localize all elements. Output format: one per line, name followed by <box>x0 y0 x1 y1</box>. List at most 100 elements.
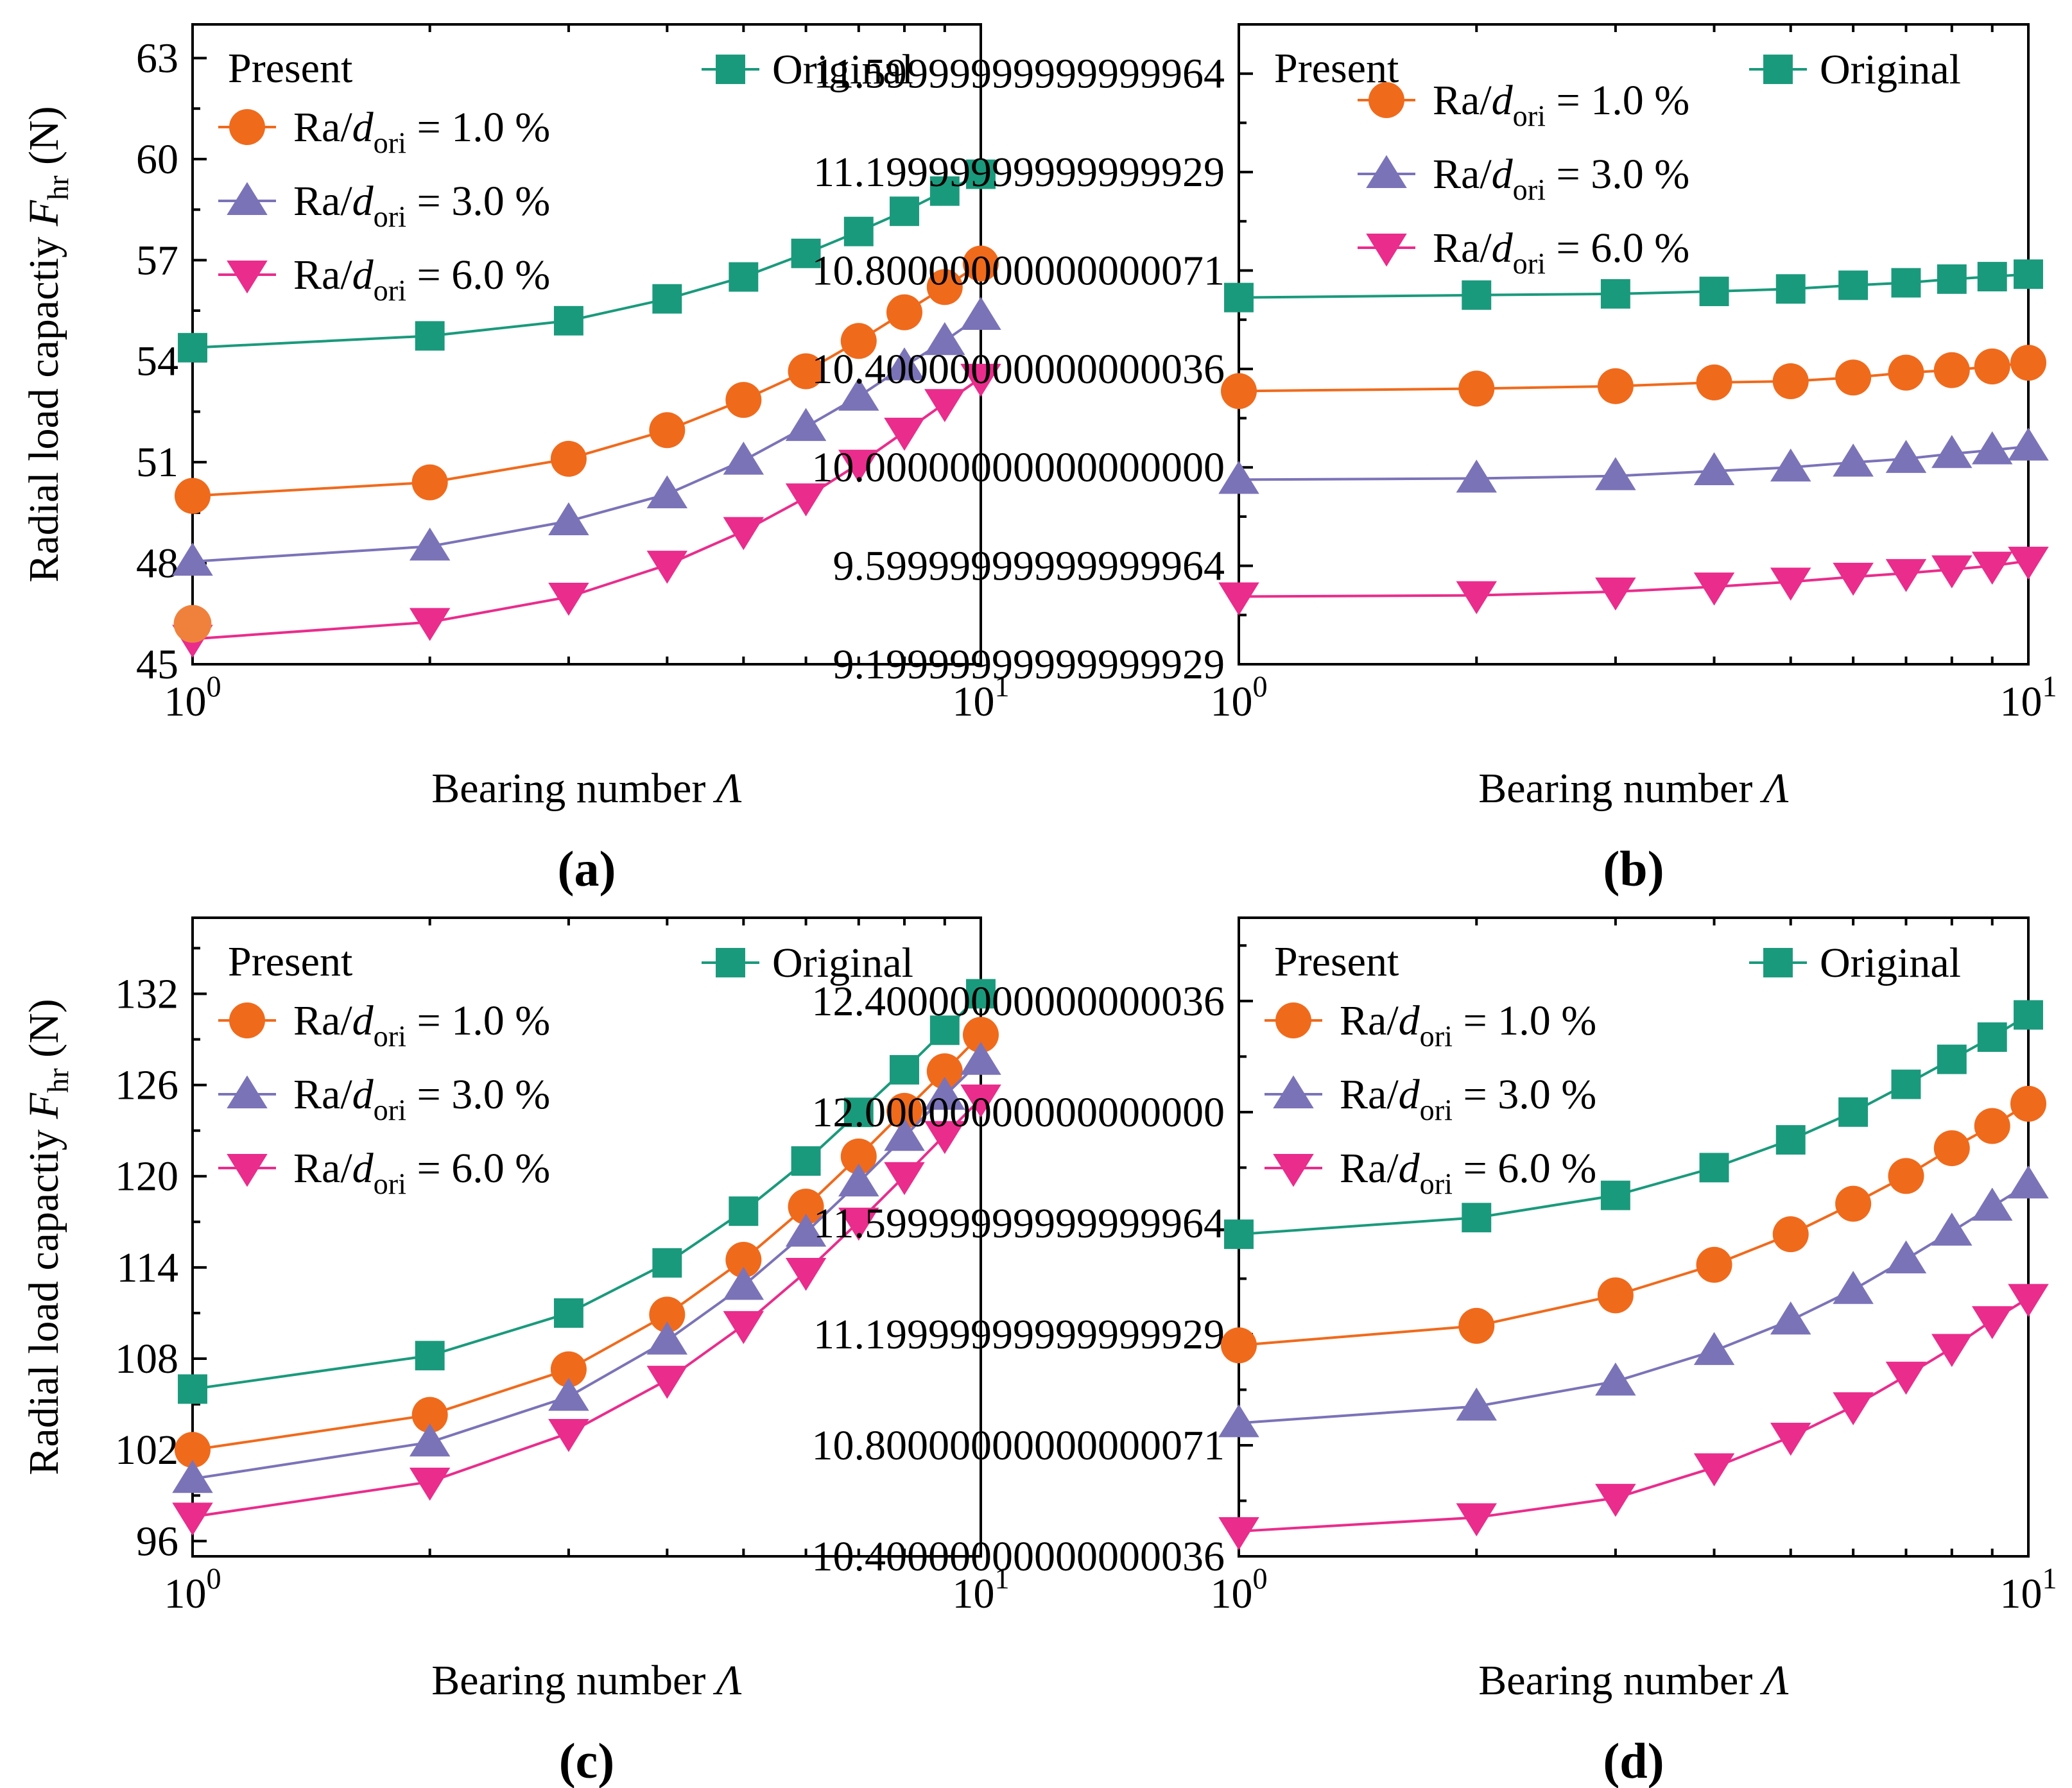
series-3 <box>1218 546 2049 615</box>
y-tick-label: 132 <box>115 970 178 1017</box>
x-axis-label: Bearing number Λ <box>431 1657 742 1704</box>
data-point <box>649 412 686 449</box>
legend-marker <box>227 260 268 294</box>
data-point <box>1595 1484 1636 1517</box>
legend-marker <box>227 182 268 216</box>
data-point <box>791 1146 821 1176</box>
y-tick-label: 96 <box>136 1518 178 1565</box>
data-point <box>723 442 764 475</box>
annotation-point <box>173 605 212 643</box>
legend-d: d <box>352 1071 374 1118</box>
y-tick-label: 11.59999999999999964 <box>813 1200 1225 1247</box>
legend-sub: ori <box>374 1167 406 1200</box>
data-point <box>411 464 448 501</box>
data-point <box>646 551 688 584</box>
x-tick-label: 101 <box>1999 670 2057 725</box>
data-point <box>411 1397 448 1433</box>
y-tick-label: 57 <box>136 237 178 284</box>
data-point <box>886 1092 922 1129</box>
panel-d: 100 10110.4000000000000003610.80000000000… <box>812 916 2057 1788</box>
y-tick-label: 11.19999999999999929 <box>813 149 1225 196</box>
legend-entry: Ra/dori = 1.0 % <box>1340 997 1596 1053</box>
data-point <box>1833 1271 1874 1304</box>
legend-ra: Ra/ <box>293 1145 352 1192</box>
data-point <box>1696 1246 1732 1283</box>
data-point <box>1693 452 1735 486</box>
data-point <box>1833 1392 1874 1425</box>
data-point <box>548 1377 589 1411</box>
data-point <box>1971 1306 2013 1339</box>
x-tick-label: 100 <box>164 1562 221 1617</box>
y-tick-label: 108 <box>115 1336 178 1382</box>
data-point <box>548 502 589 536</box>
legend-d: d <box>352 997 374 1044</box>
data-point <box>172 542 213 576</box>
panel-label: (b) <box>1603 841 1664 897</box>
legend-sub: ori <box>1420 1167 1453 1200</box>
y-axis-label-sub: hr <box>42 1069 74 1093</box>
data-point <box>1224 1219 1254 1250</box>
y-tick-label: 10.00000000000000000 <box>812 444 1225 491</box>
legend-d: d <box>1492 77 1514 124</box>
legend-value: = 6.0 % <box>1453 1145 1596 1192</box>
y-tick-label: 114 <box>116 1244 178 1291</box>
data-point <box>1775 1125 1806 1155</box>
y-tick-label: 12.00000000000000000 <box>812 1089 1225 1136</box>
legend-value: = 3.0 % <box>406 178 550 225</box>
legend-ra: Ra/ <box>1340 997 1399 1044</box>
data-point <box>1974 1108 2010 1144</box>
legend-ra: Ra/ <box>1433 77 1492 124</box>
legend-sub: ori <box>1420 1020 1453 1053</box>
legend-present: Present <box>228 45 352 92</box>
legend-entry: Ra/dori = 3.0 % <box>1433 151 1689 206</box>
data-point <box>1835 359 1872 396</box>
data-point <box>838 449 879 483</box>
data-point <box>1218 1404 1259 1438</box>
data-point <box>725 382 762 418</box>
data-point <box>929 176 960 206</box>
legend-original: Original <box>1820 940 1961 986</box>
x-tick-label: 100 <box>164 670 221 725</box>
legend-original: Original <box>1820 46 1961 93</box>
legend-entry: Ra/dori = 3.0 % <box>293 178 550 233</box>
data-point <box>843 216 874 246</box>
data-point <box>729 262 759 292</box>
y-tick-label: 51 <box>136 439 178 486</box>
y-axis-label-text: Radial load capactiy <box>21 226 67 582</box>
legend-value: = 1.0 % <box>1546 77 1689 124</box>
data-point <box>838 1207 879 1241</box>
data-point <box>886 294 922 331</box>
legend-ra: Ra/ <box>1340 1145 1399 1192</box>
legend-sub: ori <box>374 1094 406 1126</box>
data-point <box>1937 1044 1967 1074</box>
data-point <box>1699 1153 1729 1183</box>
data-point <box>178 1374 207 1404</box>
series-3 <box>1218 1284 2049 1551</box>
data-point <box>963 1017 999 1053</box>
data-point <box>1772 1216 1809 1253</box>
legend-marker <box>1273 1075 1314 1109</box>
data-point <box>926 1053 963 1090</box>
data-point <box>1833 562 1874 596</box>
data-point <box>1456 460 1498 493</box>
data-point <box>1595 457 1636 490</box>
data-point <box>1937 264 1967 294</box>
data-point <box>175 477 211 514</box>
legend-ra: Ra/ <box>293 104 352 151</box>
data-point <box>840 1138 877 1174</box>
series-line <box>192 377 982 640</box>
legend-d: d <box>1399 1145 1420 1192</box>
legend-marker <box>1366 233 1407 267</box>
data-point <box>1693 572 1735 606</box>
series-line <box>192 1097 982 1518</box>
x-tick-base: 10 <box>952 678 994 725</box>
y-axis-label-unit: (N) <box>21 106 67 175</box>
series-line <box>192 993 982 1391</box>
panel-label: (a) <box>558 841 616 897</box>
legend-d: d <box>352 252 374 298</box>
series-0 <box>178 159 996 363</box>
series-3 <box>172 1084 1001 1536</box>
x-axis-label-symbol: Λ <box>712 1657 742 1704</box>
